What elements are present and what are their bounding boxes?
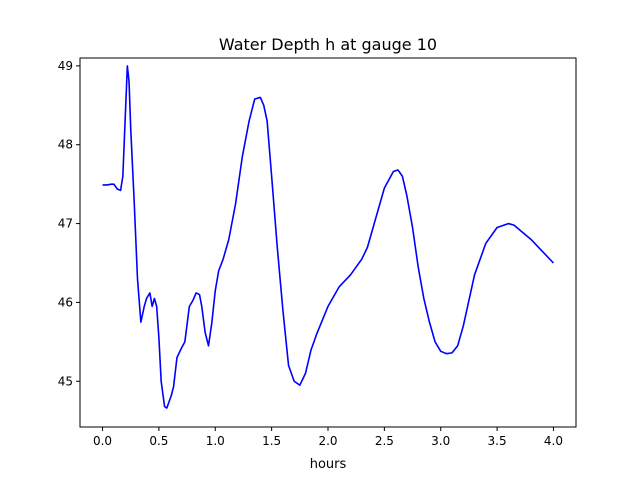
x-axis-label: hours	[310, 457, 347, 472]
y-tick-label: 46	[58, 295, 73, 309]
x-tick-label: 1.0	[206, 434, 225, 448]
y-tick-label: 45	[58, 374, 73, 388]
x-tick-label: 4.0	[544, 434, 563, 448]
y-tick-label: 48	[58, 138, 73, 152]
x-tick-label: 2.0	[318, 434, 337, 448]
x-tick-label: 3.0	[431, 434, 450, 448]
y-tick-label: 49	[58, 59, 73, 73]
plot-area	[102, 65, 555, 409]
plot-frame	[79, 57, 577, 428]
x-tick-label: 1.5	[262, 434, 281, 448]
x-tick-label: 3.5	[488, 434, 507, 448]
x-tick-label: 0.0	[93, 434, 112, 448]
x-axis-ticks: 0.0 0.5 1.0 1.5 2.0 2.5 3.0 3.5 4.0	[93, 427, 563, 448]
x-tick-label: 2.5	[375, 434, 394, 448]
y-tick-label: 47	[58, 217, 73, 231]
y-axis-ticks: 45 46 47 48 49	[58, 59, 80, 388]
series-line-0	[102, 65, 555, 409]
chart-title: Water Depth h at gauge 10	[219, 35, 437, 54]
x-tick-label: 0.5	[149, 434, 168, 448]
